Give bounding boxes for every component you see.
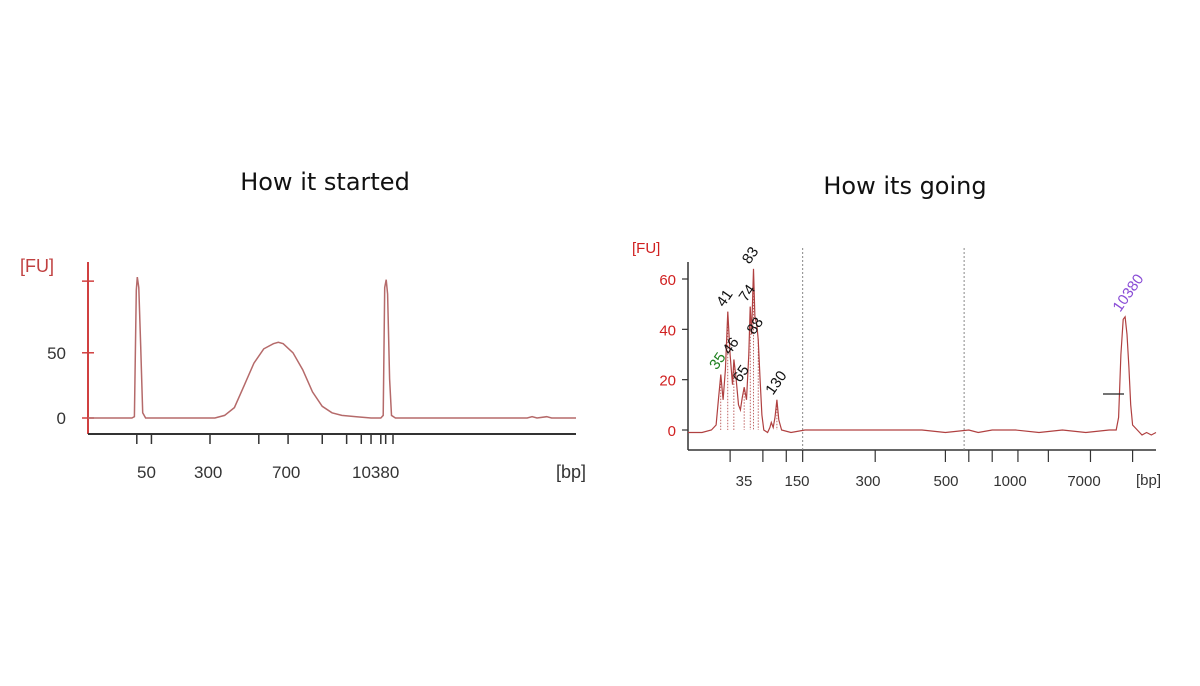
right-peak-label: 46	[719, 334, 742, 357]
right-y-tick-label: 40	[659, 322, 676, 339]
left-x-tick-label: 50	[137, 463, 156, 482]
left-x-tick-label: 10380	[352, 463, 399, 482]
right-peak-label: 83	[739, 244, 762, 267]
right-x-tick-label: 500	[933, 473, 958, 490]
right-x-axis-label: [bp]	[1136, 472, 1161, 489]
right-x-tick-label: 35	[736, 473, 753, 490]
right-peak-label: 74	[736, 282, 759, 305]
left-x-tick-label: 700	[272, 463, 300, 482]
right-y-axis-label: [FU]	[632, 240, 660, 257]
right-x-tick-label: 300	[855, 473, 880, 490]
right-y-tick-label: 0	[668, 423, 676, 440]
right-trace-line	[688, 268, 1157, 436]
right-peak-label: 65	[730, 362, 753, 385]
right-peak-label: 10380	[1110, 271, 1148, 315]
right-x-tick-label: 150	[784, 473, 809, 490]
right-y-tick-label: 60	[659, 272, 676, 289]
right-peak-label: 41	[713, 287, 736, 310]
left-trace-line	[88, 276, 576, 419]
left-y-axis-label: [FU]	[20, 256, 54, 276]
right-panel-title: How its going	[823, 172, 987, 200]
left-x-axis-label: [bp]	[556, 462, 586, 482]
left-panel-title: How it started	[240, 168, 410, 196]
right-peak-label: 88	[744, 314, 767, 337]
right-peak-label: 35	[706, 350, 729, 373]
right-y-tick-label: 20	[659, 373, 676, 390]
left-y-tick-label: 0	[57, 409, 66, 428]
right-x-tick-label: 7000	[1067, 473, 1100, 490]
left-y-tick-label: 50	[47, 344, 66, 363]
right-peak-label: 130	[762, 368, 790, 398]
left-x-tick-label: 300	[194, 463, 222, 482]
right-x-tick-label: 1000	[993, 473, 1026, 490]
